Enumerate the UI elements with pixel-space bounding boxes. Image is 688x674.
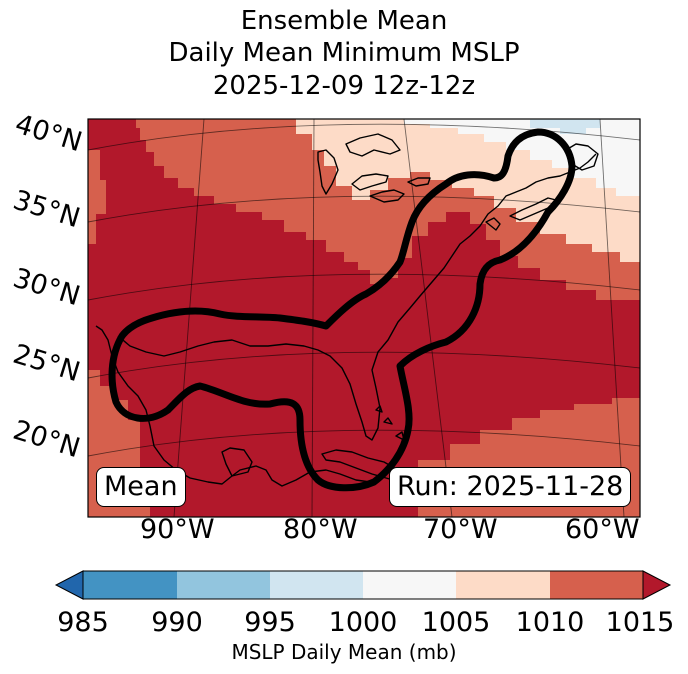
colorbar-tick-1015: 1015 xyxy=(605,607,675,638)
colorbar-segment-1010 xyxy=(550,571,643,599)
run-date-box: Run: 2025-11-28 xyxy=(389,467,632,507)
parallel-40n xyxy=(88,123,640,151)
colorbar xyxy=(54,570,672,600)
meridian-90w xyxy=(173,119,205,517)
map-frame xyxy=(87,118,641,518)
title-line-1: Ensemble Mean xyxy=(240,6,448,36)
colorbar-segment-1000 xyxy=(363,571,456,599)
lon-label-90w: 90°W xyxy=(140,514,215,545)
pressure-band-995 xyxy=(530,119,600,134)
lon-label-70w: 70°W xyxy=(423,514,498,545)
colorbar-tick-1010: 1010 xyxy=(515,607,585,638)
pressure-band-1015-plus xyxy=(88,119,640,517)
colorbar-tick-1000: 1000 xyxy=(328,607,398,638)
colorbar-segment-1005 xyxy=(456,571,550,599)
colorbar-segment-985 xyxy=(83,571,177,599)
colorbar-tick-995: 995 xyxy=(244,607,296,638)
yucatan-outline xyxy=(221,447,253,477)
meridian-80w xyxy=(311,119,315,517)
colorbar-segment-990 xyxy=(177,571,270,599)
pressure-band-1000 xyxy=(404,119,640,196)
colorbar-tick-990: 990 xyxy=(151,607,203,638)
parallel-20n xyxy=(88,429,640,457)
colorbar-over-arrow xyxy=(642,570,672,600)
us-gulf-shoreline xyxy=(117,153,597,441)
title-line-2: Daily Mean Minimum MSLP xyxy=(168,38,520,68)
map-area xyxy=(88,119,640,517)
colorbar-tick-985: 985 xyxy=(57,607,109,638)
thick-outline-contour xyxy=(108,128,576,492)
lon-label-60w: 60°W xyxy=(565,514,640,545)
colorbar-tick-1005: 1005 xyxy=(421,607,491,638)
parallel-30n xyxy=(88,273,640,301)
colorbar-label: MSLP Daily Mean (mb) xyxy=(231,640,457,664)
bahamas-outline xyxy=(375,405,405,441)
mean-box: Mean xyxy=(96,467,186,507)
cape-cod-outline xyxy=(485,217,501,231)
title-line-3: 2025-12-09 12z-12z xyxy=(212,71,476,101)
colorbar-frame xyxy=(82,570,644,600)
colorbar-segment-995 xyxy=(270,571,363,599)
lon-label-80w: 80°W xyxy=(283,514,358,545)
gulf-coast-line xyxy=(95,325,371,487)
meridian-70w xyxy=(403,119,453,517)
great-lakes-outline xyxy=(317,133,431,203)
meridian-60w xyxy=(599,119,625,517)
parallel-25n xyxy=(88,351,640,379)
pressure-band-1010-wedge xyxy=(88,150,106,244)
colorbar-under-arrow xyxy=(54,570,84,600)
